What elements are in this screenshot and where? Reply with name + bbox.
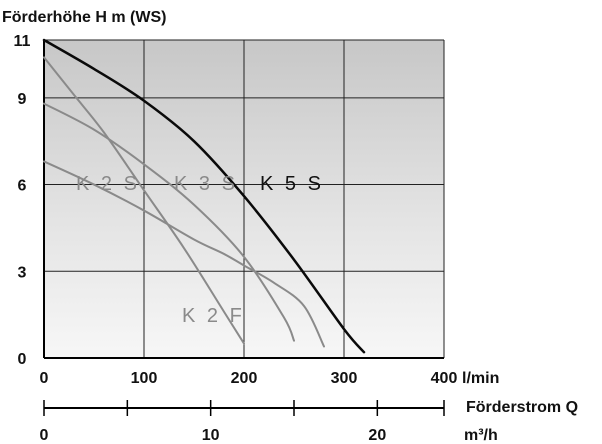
x-tick-label: 0 <box>40 370 49 387</box>
series-label-k5s: K 5 S <box>260 173 324 195</box>
secondary-tick-label: 20 <box>368 427 386 444</box>
secondary-tick-label: 0 <box>40 427 49 444</box>
x-axis-ticks: 0 100 200 300 400 <box>40 370 458 387</box>
secondary-x-axis: 0 10 20 <box>40 400 445 444</box>
grid <box>43 39 445 359</box>
series-label-k3s: K 3 S <box>174 173 238 195</box>
y-tick-label: 9 <box>18 91 27 108</box>
curves <box>42 38 366 354</box>
x-axis-unit: l/min <box>462 370 499 387</box>
x-tick-label: 200 <box>231 370 258 387</box>
y-tick-label: 11 <box>14 33 31 50</box>
series-label-k2f: K 2 F <box>182 305 245 327</box>
secondary-x-axis-unit: m³/h <box>464 427 498 444</box>
series-curve-k2s <box>43 56 245 345</box>
y-tick-label: 0 <box>18 351 27 368</box>
series-curve-k2f <box>43 160 325 348</box>
secondary-tick-label: 10 <box>202 427 220 444</box>
y-tick-label: 3 <box>18 264 27 281</box>
x-tick-label: 400 <box>431 370 458 387</box>
y-axis-title: Förderhöhe H m (WS) <box>2 9 166 26</box>
secondary-x-axis-title: Förderstrom Q <box>466 399 578 416</box>
y-axis-ticks: 0 3 6 9 11 <box>14 33 31 368</box>
x-tick-label: 300 <box>331 370 358 387</box>
x-tick-label: 100 <box>131 370 158 387</box>
series-curve-k3s <box>43 102 295 342</box>
y-tick-label: 6 <box>18 178 27 195</box>
series-label-k2s: K 2 S <box>76 173 140 195</box>
series-curve-k5s <box>42 38 366 354</box>
